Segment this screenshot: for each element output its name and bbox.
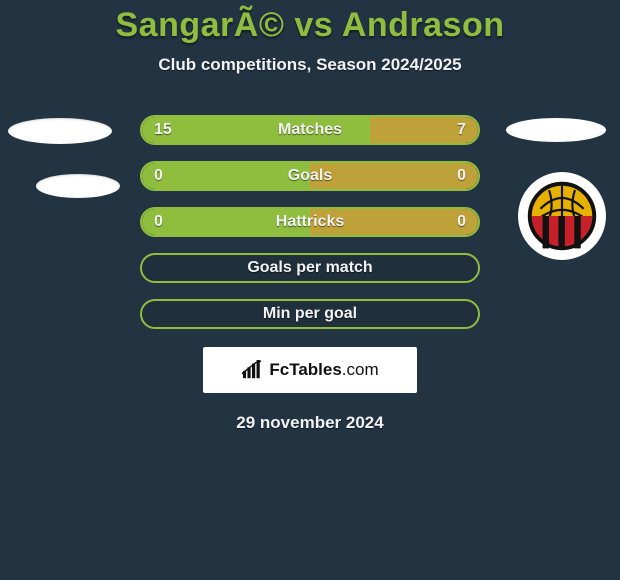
stat-fill-left <box>142 163 310 189</box>
stat-value-right: 7 <box>457 121 466 139</box>
brand-bold: FcTables <box>269 360 341 379</box>
comparison-card: SangarÃ© vs Andrason Club competitions, … <box>0 0 620 580</box>
stat-row: Min per goal <box>140 299 480 329</box>
brand-text: FcTables.com <box>269 360 378 380</box>
left-team-badge-placeholder <box>8 118 112 144</box>
stat-row: 0 0 Goals <box>140 161 480 191</box>
brand-thin: .com <box>342 360 379 379</box>
bar-chart-icon <box>241 360 263 380</box>
stat-row: 15 7 Matches <box>140 115 480 145</box>
page-subtitle: Club competitions, Season 2024/2025 <box>0 55 620 75</box>
stat-value-left: 15 <box>154 121 172 139</box>
stat-value-left: 0 <box>154 213 163 231</box>
right-team-badge-placeholder <box>506 118 606 142</box>
stat-value-left: 0 <box>154 167 163 185</box>
stat-row: 0 0 Hattricks <box>140 207 480 237</box>
stat-row: Goals per match <box>140 253 480 283</box>
stat-label: Goals <box>288 167 332 185</box>
left-team-badge-placeholder <box>36 174 120 198</box>
left-team-badges <box>8 118 128 198</box>
right-team-badges <box>494 118 606 260</box>
right-team-crest <box>518 172 606 260</box>
stat-value-right: 0 <box>457 213 466 231</box>
stat-label: Hattricks <box>276 213 344 231</box>
club-crest-icon <box>526 180 598 252</box>
stat-fill-right <box>310 163 478 189</box>
stat-label: Matches <box>278 121 342 139</box>
page-title: SangarÃ© vs Andrason <box>0 6 620 45</box>
stat-label: Goals per match <box>247 259 372 277</box>
stat-label: Min per goal <box>263 305 357 323</box>
stat-value-right: 0 <box>457 167 466 185</box>
snapshot-date: 29 november 2024 <box>0 413 620 433</box>
brand-badge: FcTables.com <box>203 347 417 393</box>
